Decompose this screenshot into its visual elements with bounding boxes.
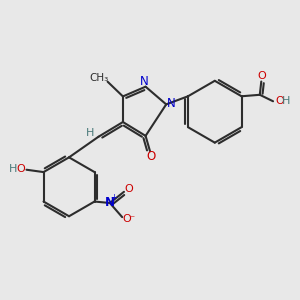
Text: O: O <box>122 214 131 224</box>
Text: H: H <box>86 128 94 138</box>
Text: O: O <box>147 150 156 163</box>
Text: ⁻: ⁻ <box>129 214 134 224</box>
Text: N: N <box>105 196 115 209</box>
Text: CH₃: CH₃ <box>90 73 109 83</box>
Text: +: + <box>110 193 117 202</box>
Text: H: H <box>9 164 18 174</box>
Text: N: N <box>167 97 175 110</box>
Text: O: O <box>257 71 266 81</box>
Text: O: O <box>275 96 284 106</box>
Text: O: O <box>16 164 25 174</box>
Text: O: O <box>124 184 134 194</box>
Text: N: N <box>140 75 149 88</box>
Text: H: H <box>282 96 290 106</box>
